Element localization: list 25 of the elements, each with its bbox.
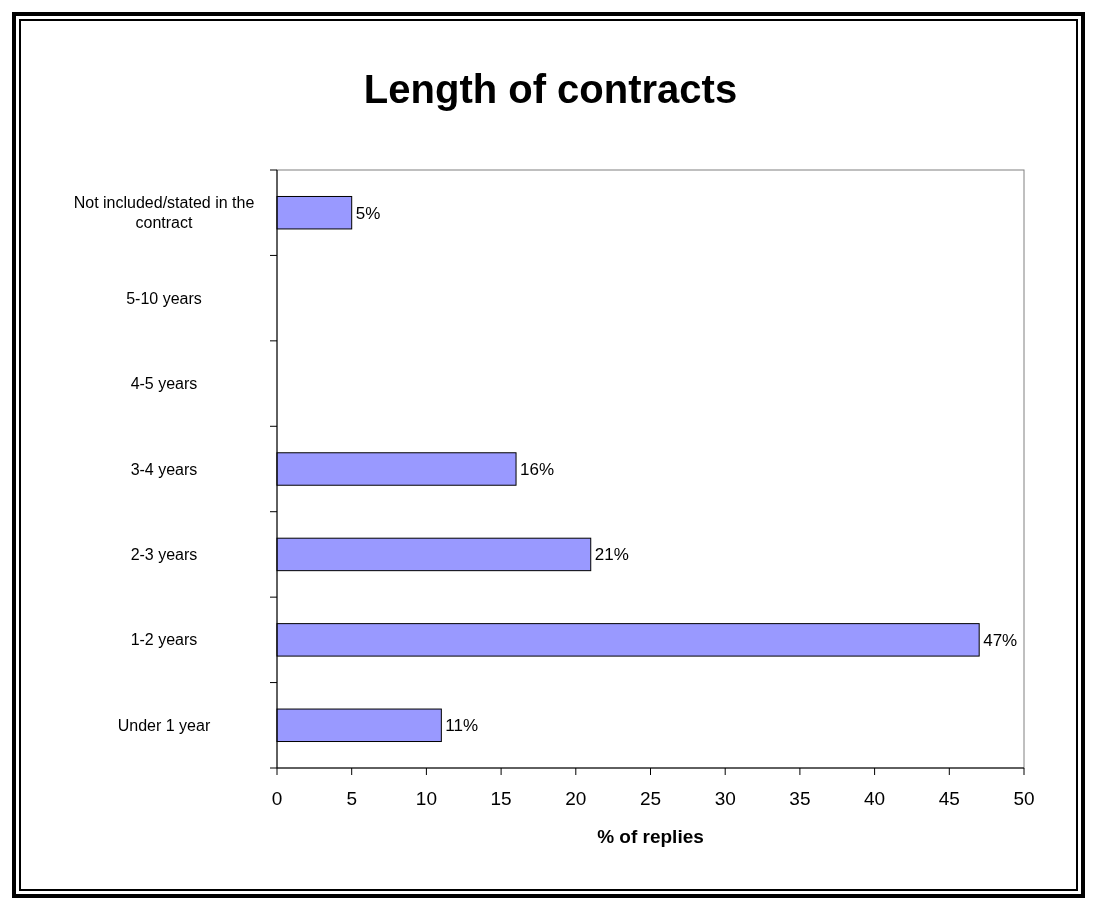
- data-label: 11%: [445, 716, 479, 736]
- y-tick-label: 4-5 years: [130, 375, 198, 393]
- y-tick-label: 1-2 years: [130, 631, 198, 649]
- x-tick-label: 35: [789, 788, 811, 809]
- x-tick-label: 25: [639, 788, 662, 809]
- x-tick-label: 5: [346, 788, 357, 809]
- x-axis-title: % of replies: [597, 826, 704, 847]
- x-tick-label: 10: [415, 788, 437, 809]
- x-tick-label: 50: [1013, 788, 1035, 809]
- x-tick-label: 15: [490, 788, 512, 809]
- y-tick-label: Not included/stated in the contract: [73, 194, 255, 232]
- data-label: 47%: [983, 630, 1018, 650]
- y-tick-label: Under 1 year: [117, 716, 211, 734]
- data-label: 21%: [594, 545, 629, 565]
- y-tick-label: 3-4 years: [130, 460, 198, 478]
- x-tick-label: 30: [714, 788, 736, 809]
- x-tick-label: 40: [864, 788, 886, 809]
- y-tick-label: 5-10 years: [126, 289, 202, 307]
- chart-title: Length of contracts: [363, 67, 738, 111]
- x-tick-label: 45: [938, 788, 960, 809]
- data-label: 16%: [520, 459, 555, 479]
- data-label: 5%: [355, 203, 381, 223]
- x-tick-label: 0: [271, 788, 283, 809]
- y-tick-label: 2-3 years: [130, 546, 198, 564]
- x-tick-label: 20: [565, 788, 587, 809]
